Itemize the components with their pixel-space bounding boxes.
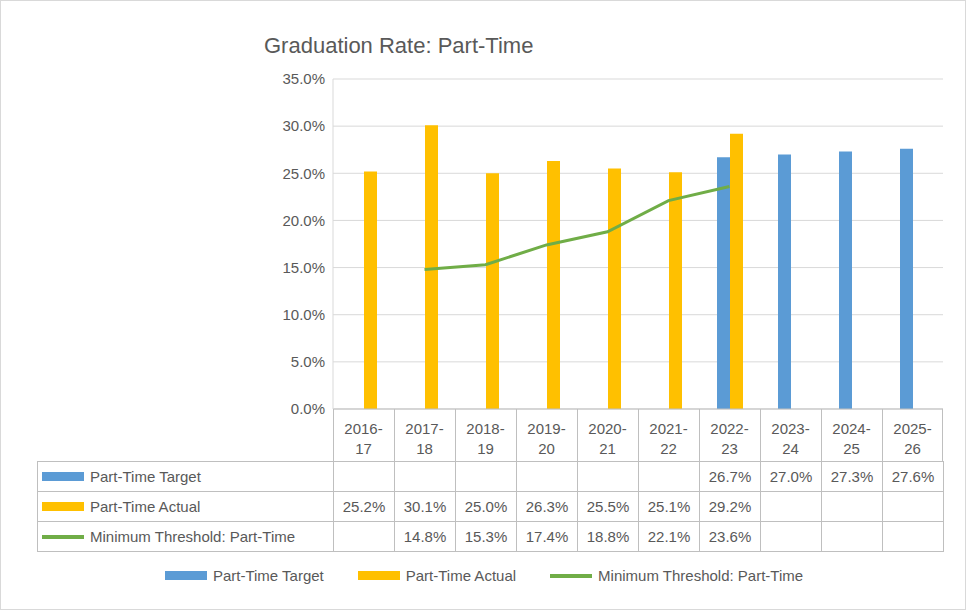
svg-text:20.0%: 20.0% (282, 212, 325, 229)
svg-text:2020-21: 2020-21 (588, 420, 626, 457)
svg-text:2022-23: 2022-23 (710, 420, 748, 457)
html-text:25.2%: 25.2% (342, 498, 386, 515)
svg-text:2016-17: 2016-17 (344, 420, 382, 457)
html-text:15.3%: 15.3% (464, 528, 508, 545)
html-text:17.4%: 17.4% (525, 528, 569, 545)
html-text:Minimum Threshold: Part-Time: Minimum Threshold: Part-Time (90, 528, 296, 545)
svg-text:0.0%: 0.0% (291, 400, 325, 417)
html-text:29.2%: 29.2% (708, 498, 752, 515)
html-text:27.6%: 27.6% (891, 468, 935, 485)
html-text:25.1%: 25.1% (647, 498, 691, 515)
svg-text:5.0%: 5.0% (291, 353, 325, 370)
html-text:23.6%: 23.6% (708, 528, 752, 545)
svg-text:2025-26: 2025-26 (893, 420, 931, 457)
html-text:Part-Time Target: Part-Time Target (212, 567, 324, 584)
html-text:Part-Time Actual: Part-Time Actual (405, 567, 517, 584)
html-text:27.3%: 27.3% (830, 468, 874, 485)
html-text:25.0%: 25.0% (464, 498, 508, 515)
html-text:25.5%: 25.5% (586, 498, 630, 515)
svg-text:2024-25: 2024-25 (832, 420, 870, 457)
svg-text:2019-20: 2019-20 (527, 420, 565, 457)
svg-text:2023-24: 2023-24 (771, 420, 809, 457)
html-text:27.0%: 27.0% (769, 468, 813, 485)
svg-text:2018-19: 2018-19 (466, 420, 504, 457)
html-text:30.1%: 30.1% (403, 498, 447, 515)
html-text:18.8%: 18.8% (586, 528, 630, 545)
html-text:Minimum Threshold: Part-Time: Minimum Threshold: Part-Time (598, 567, 804, 584)
html-text:26.7%: 26.7% (708, 468, 752, 485)
html-text:Part-Time Actual: Part-Time Actual (90, 498, 201, 515)
svg-text:30.0%: 30.0% (282, 117, 325, 134)
svg-text:25.0%: 25.0% (282, 165, 325, 182)
svg-text:35.0%: 35.0% (282, 70, 325, 87)
html-text:14.8%: 14.8% (403, 528, 447, 545)
html-text:26.3%: 26.3% (525, 498, 569, 515)
svg-text:15.0%: 15.0% (282, 259, 325, 276)
svg-text:2021-22: 2021-22 (649, 420, 687, 457)
svg-text:10.0%: 10.0% (282, 306, 325, 323)
html-text:Part-Time Target: Part-Time Target (90, 468, 201, 485)
svg-text:2017-18: 2017-18 (405, 420, 443, 457)
html-text:22.1%: 22.1% (647, 528, 691, 545)
html-text:Graduation Rate: Part-Time: Graduation Rate: Part-Time (264, 33, 534, 58)
